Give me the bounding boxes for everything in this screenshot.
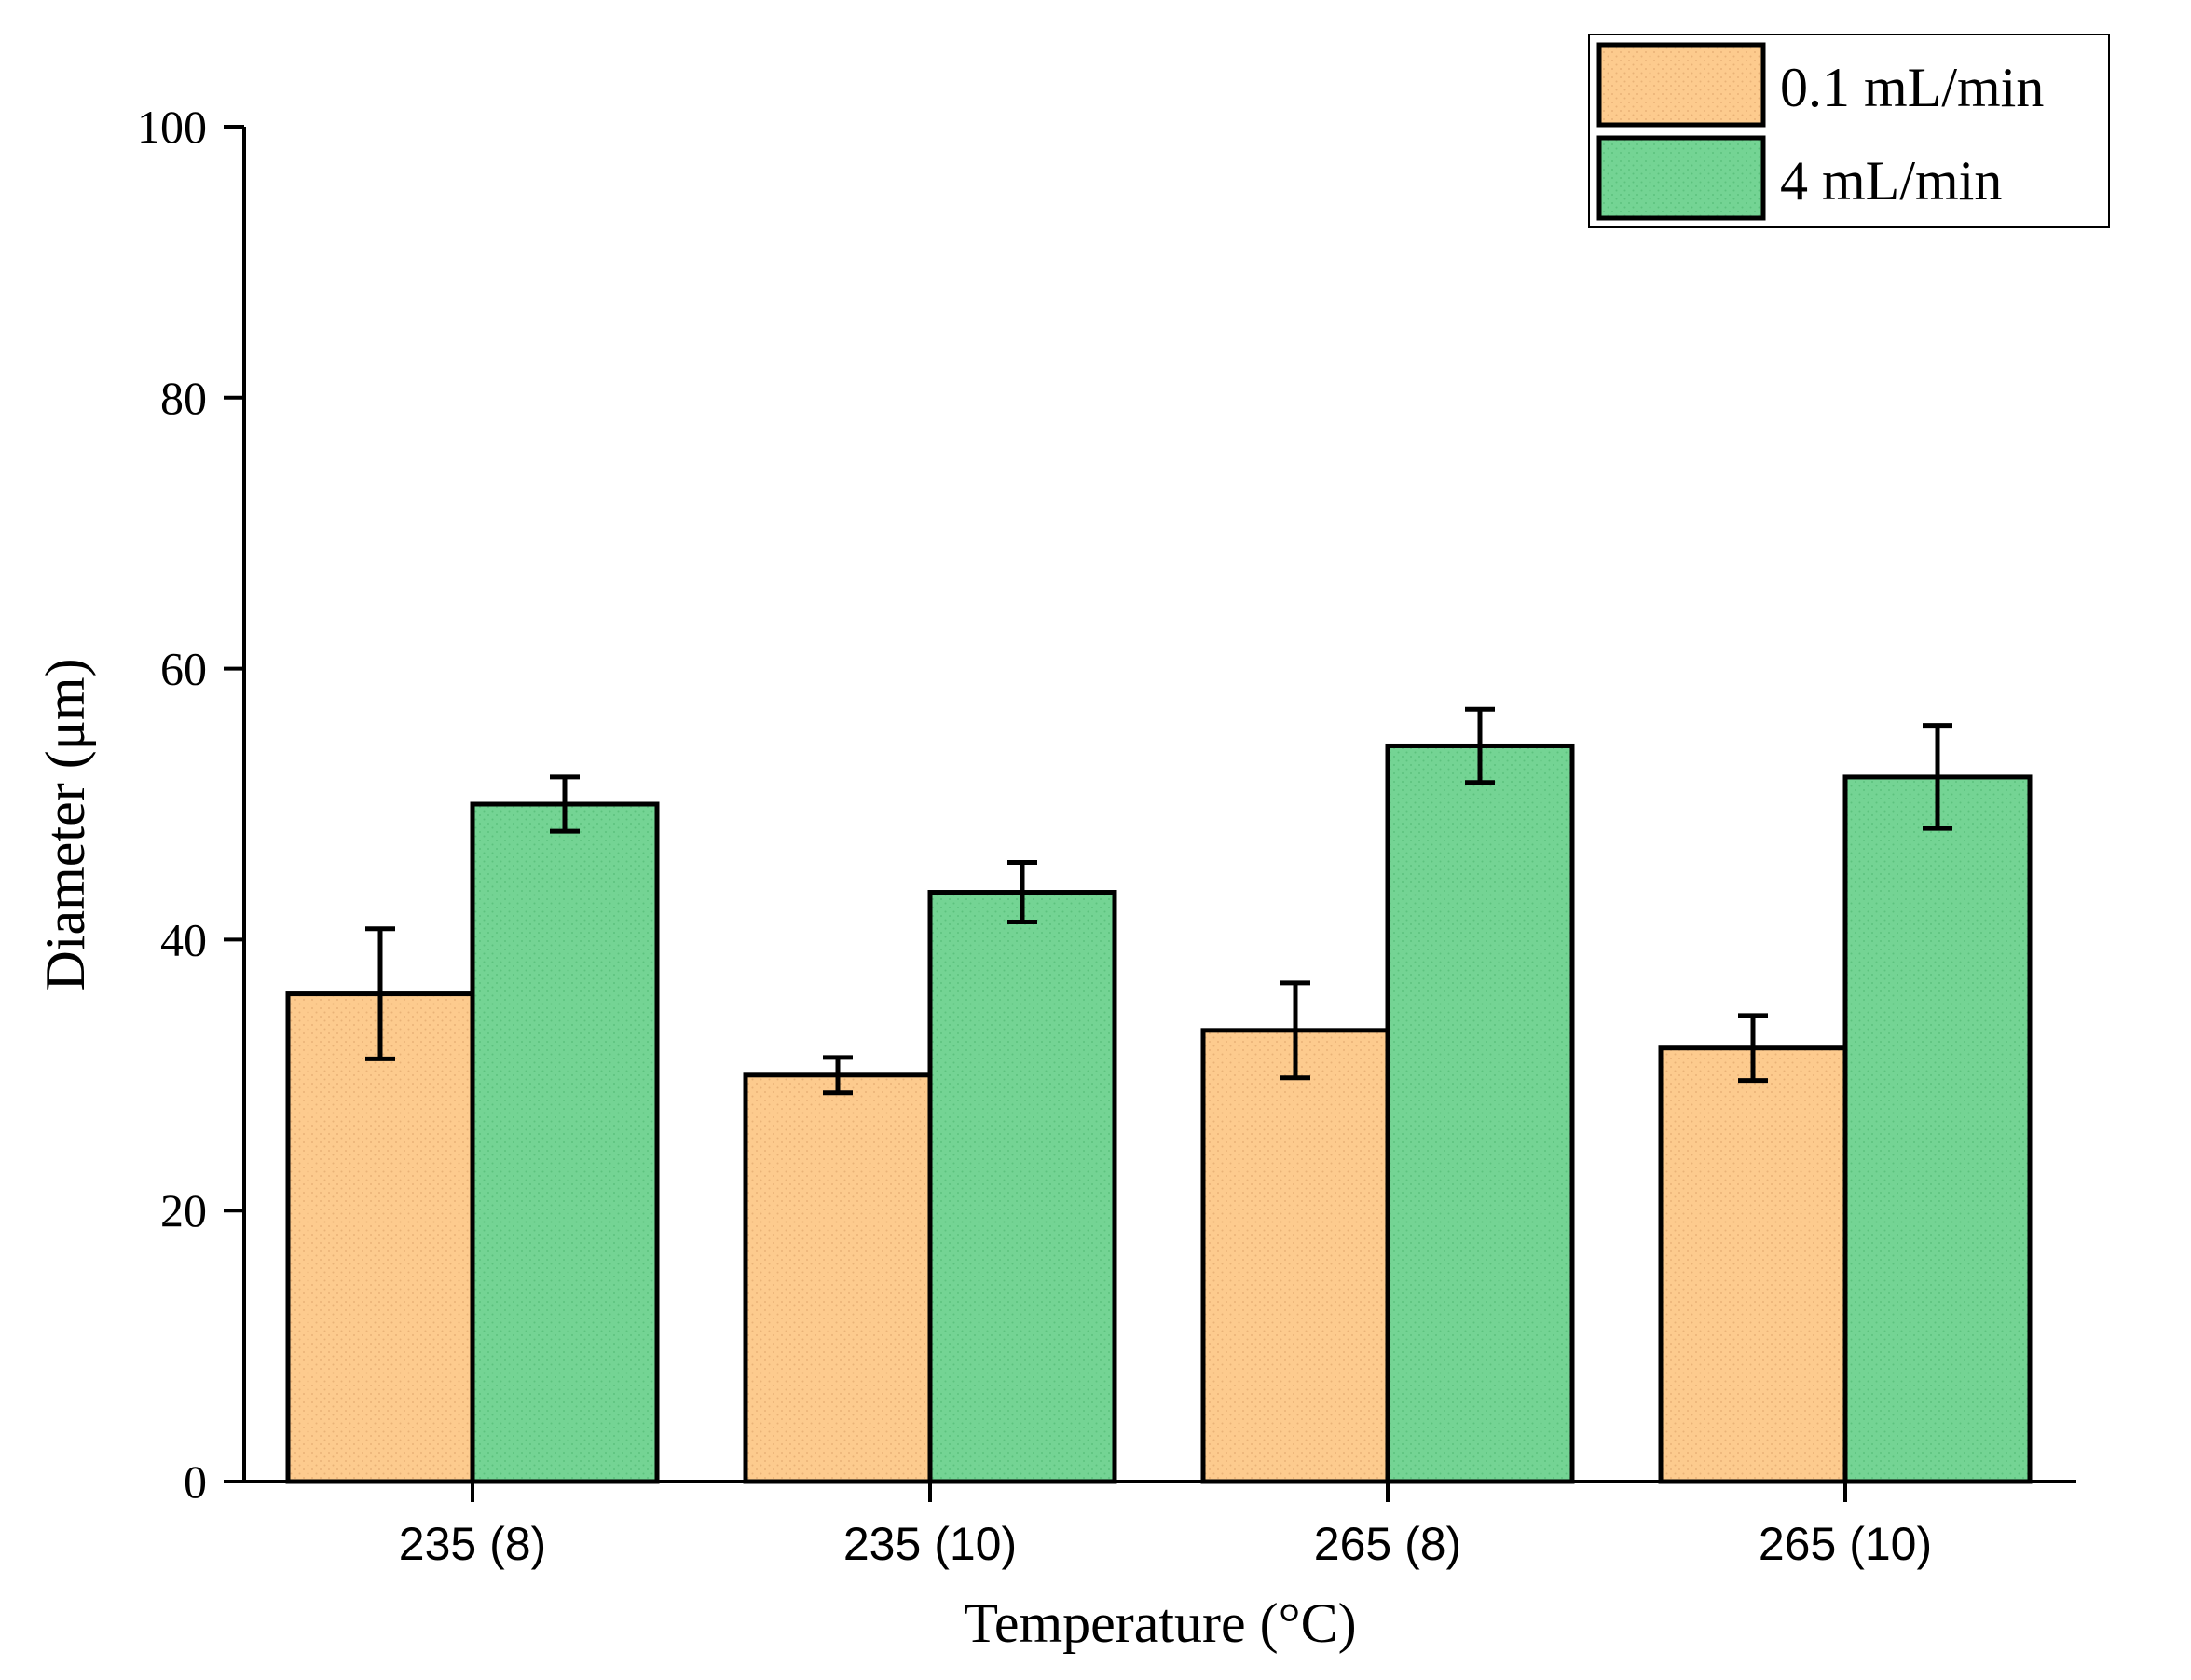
x-tick-label-235-8: 235 (8) (399, 1518, 546, 1570)
error-bar-4-ml-min-235-8 (550, 774, 580, 834)
error-bar-4-ml-min-265-8 (1465, 706, 1495, 785)
x-tick-label-235-10: 235 (10) (843, 1518, 1017, 1570)
error-bars-layer (365, 706, 1952, 1096)
y-tick-label-40: 40 (160, 913, 207, 965)
bar-0-1-ml-min-235-10 (743, 1072, 933, 1484)
y-tick-label-80: 80 (160, 372, 207, 424)
bar-0-1-ml-min-265-8 (1200, 1028, 1390, 1484)
bar-0-1-ml-min-265-10 (1658, 1045, 1848, 1484)
bar-4-ml-min-265-10 (1842, 774, 2033, 1484)
y-tick-label-0: 0 (184, 1455, 207, 1508)
legend-swatch-4-ml-min (1596, 135, 1766, 221)
legend-label-0-1-ml-min: 0.1 mL/min (1780, 57, 2044, 118)
bars-layer (285, 743, 2033, 1484)
legend-label-4-ml-min: 4 mL/min (1780, 150, 2002, 212)
error-bar-0-1-ml-min-235-8 (365, 926, 395, 1061)
bar-4-ml-min-235-10 (927, 890, 1117, 1484)
y-axis-label: Diameter (μm) (34, 658, 96, 990)
x-tick-label-265-10: 265 (10) (1759, 1518, 1932, 1570)
error-bar-0-1-ml-min-265-10 (1738, 1013, 1768, 1084)
bar-4-ml-min-265-8 (1385, 743, 1575, 1484)
error-bar-0-1-ml-min-235-10 (823, 1055, 853, 1096)
bar-0-1-ml-min-235-8 (285, 991, 475, 1484)
y-tick-label-100: 100 (137, 101, 207, 153)
axes-layer: 0 20 40 60 80 100 235 (8) 235 (10) 265 (8) 265 (1… (137, 101, 2076, 1570)
x-axis-label: Temperature (°C) (964, 1592, 1356, 1654)
error-bar-4-ml-min-265-10 (1923, 723, 1952, 831)
error-bar-0-1-ml-min-265-8 (1280, 980, 1310, 1081)
y-tick-label-20: 20 (160, 1184, 207, 1236)
y-tick-label-60: 60 (160, 643, 207, 695)
legend: 0.1 mL/min 4 mL/min (1588, 34, 2110, 228)
legend-swatch-0-1-ml-min (1596, 42, 1766, 128)
x-tick-label-265-8: 265 (8) (1314, 1518, 1461, 1570)
error-bar-4-ml-min-235-10 (1007, 860, 1037, 924)
bar-4-ml-min-235-8 (470, 801, 660, 1484)
